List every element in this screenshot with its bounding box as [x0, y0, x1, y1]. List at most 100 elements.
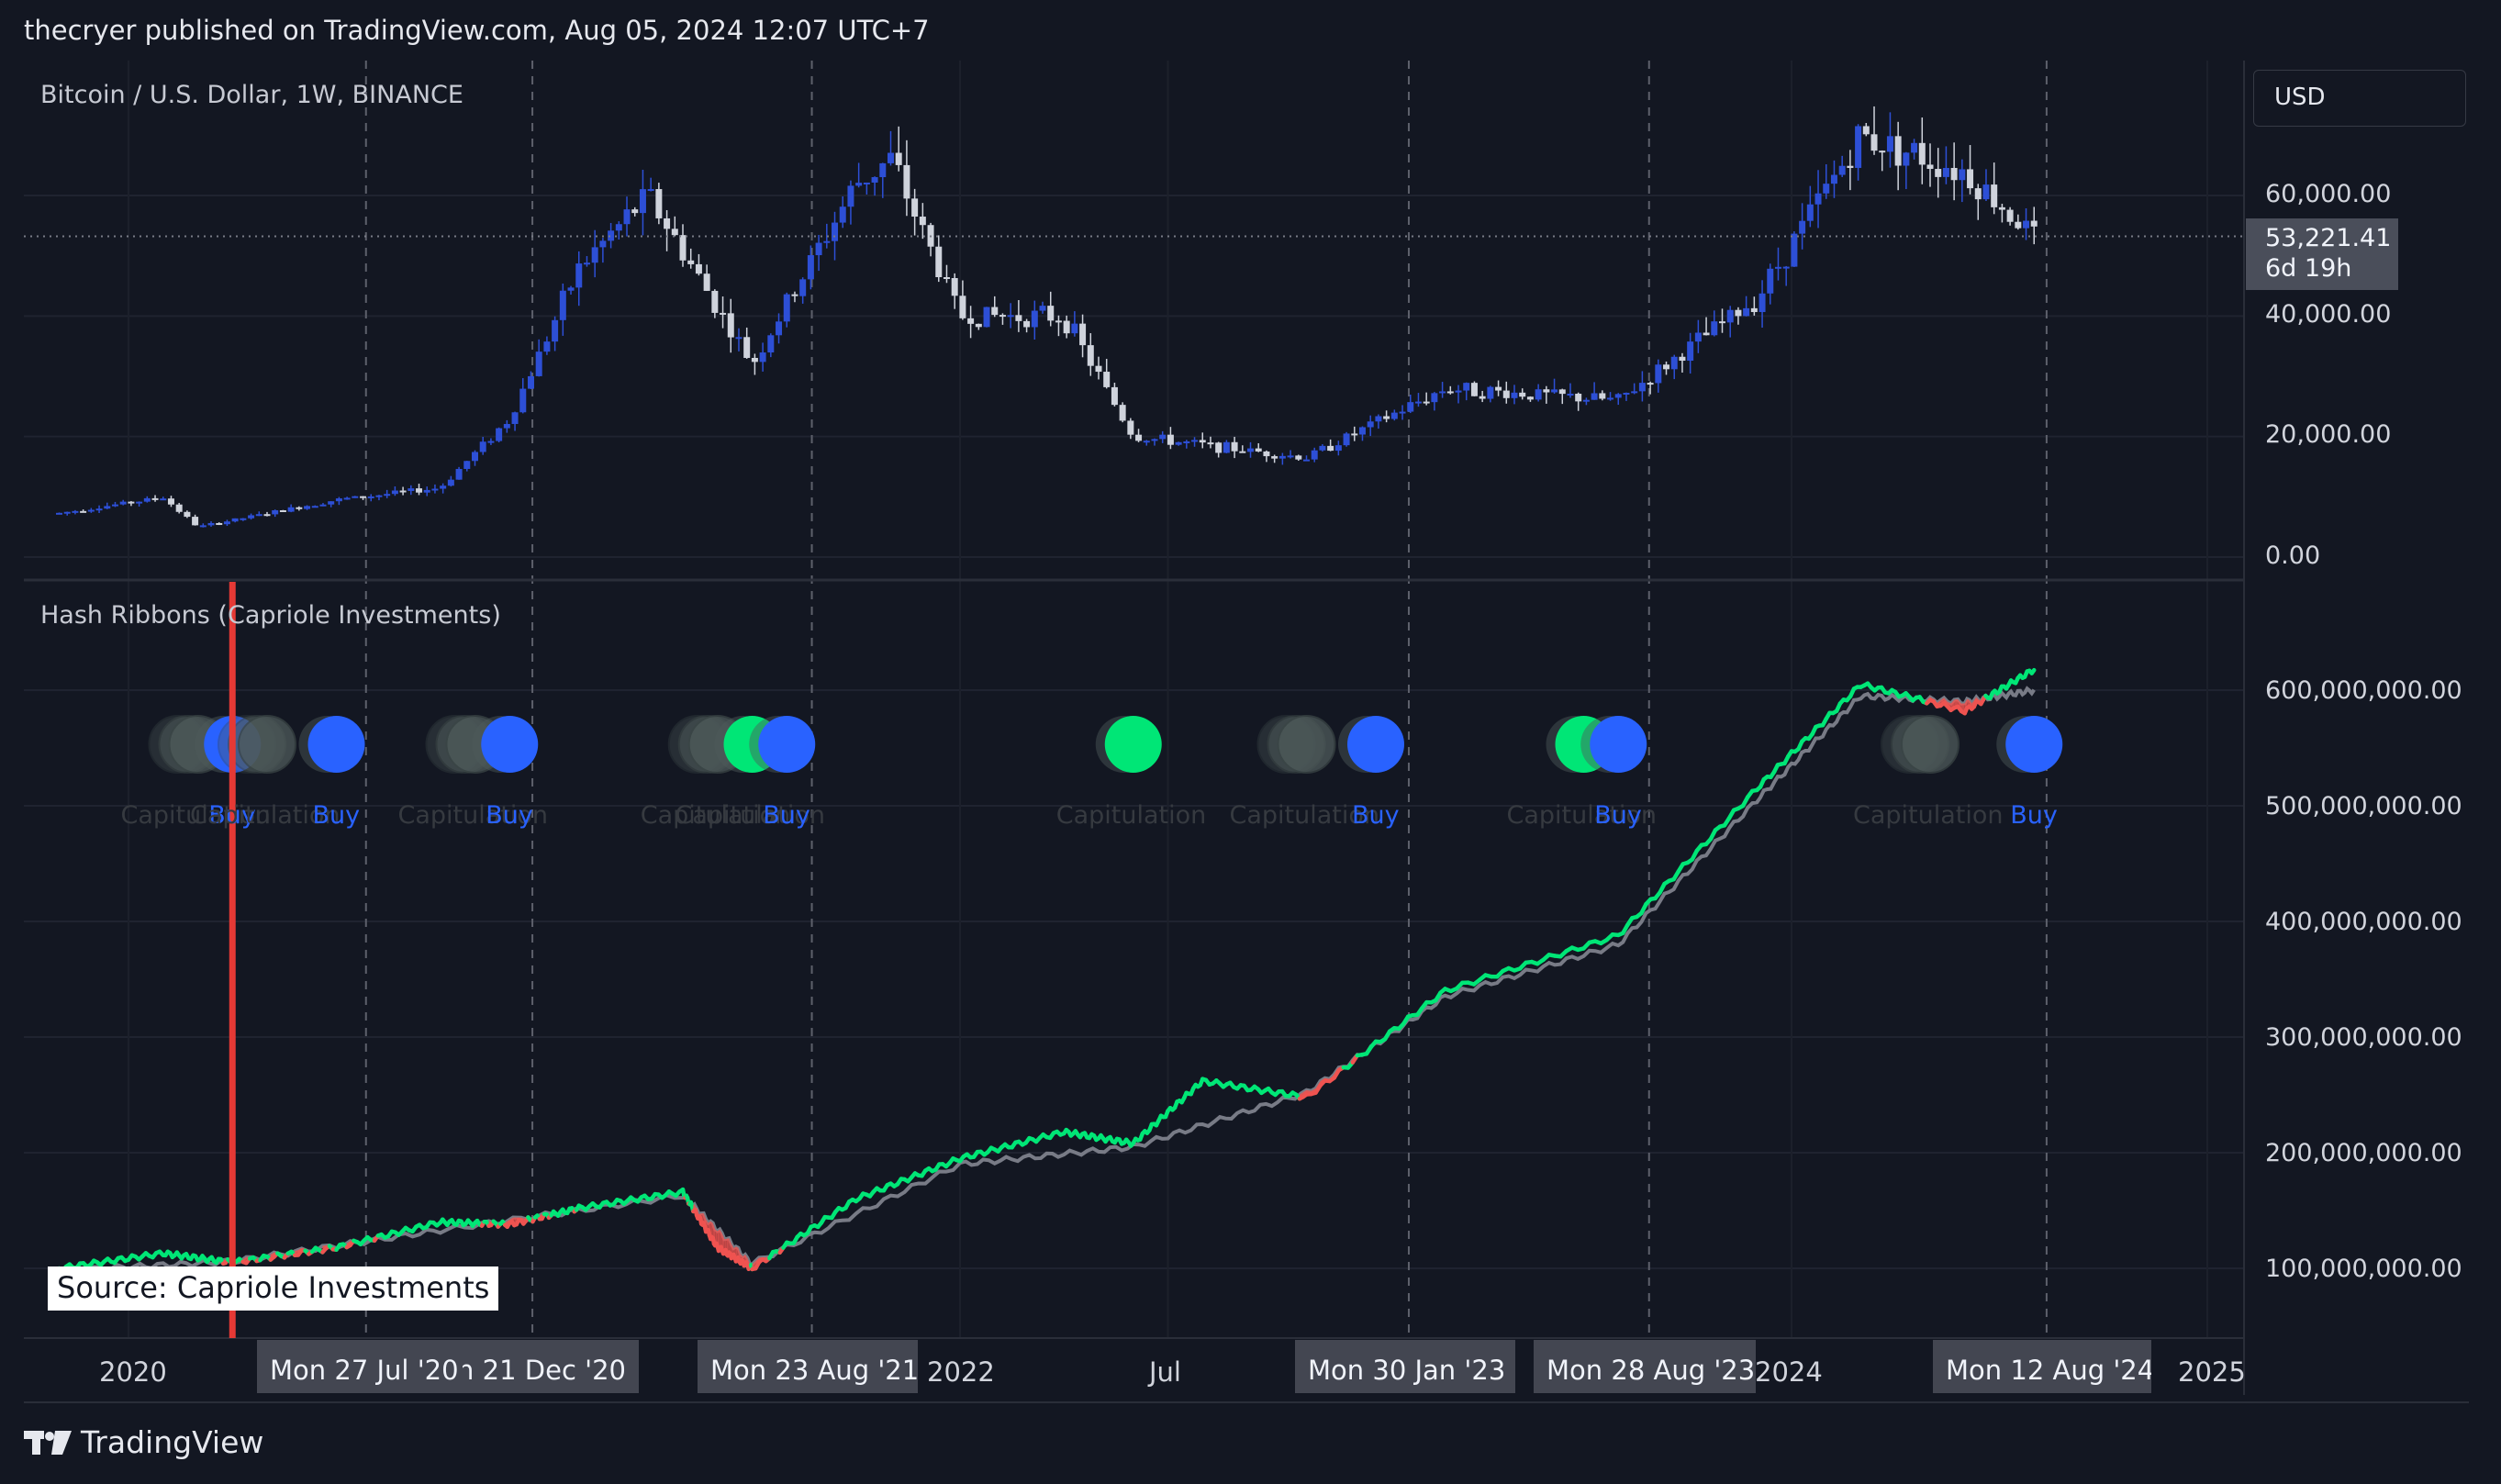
candle-body	[1823, 184, 1830, 194]
candle-body	[440, 485, 447, 489]
candle-body	[583, 262, 590, 265]
indicator-tick: 300,000,000.00	[2265, 1023, 2462, 1052]
date-badge-dec-20: Mon 21 Dec '20	[463, 1340, 639, 1393]
candle-body	[287, 507, 295, 512]
candle-body	[959, 296, 966, 318]
candle-body	[983, 307, 990, 328]
candle-body	[231, 518, 239, 522]
candle-body	[1431, 393, 1438, 403]
time-tick-2025: 2025	[2178, 1356, 2246, 1388]
candle-body	[1215, 442, 1223, 453]
capitulation-label: Capitulation	[1229, 801, 1380, 830]
candle-body	[503, 423, 510, 429]
candle-body	[935, 246, 943, 277]
candle-body	[1031, 310, 1038, 328]
candle-body	[1127, 420, 1134, 435]
candle-body	[1607, 397, 1614, 400]
candle-body	[1670, 356, 1678, 370]
candle-body	[399, 490, 407, 493]
candle-body	[184, 511, 191, 518]
candle-body	[1502, 390, 1510, 398]
candle-body	[1151, 439, 1158, 441]
candle-body	[783, 294, 790, 322]
candle-body	[1623, 393, 1630, 396]
source-label: Source: Capriole Investments	[48, 1266, 499, 1311]
tradingview-logo[interactable]: TradingView	[24, 1424, 263, 1460]
candle-body	[1870, 134, 1878, 151]
candle-body	[1311, 450, 1318, 460]
candle-body	[1638, 383, 1646, 392]
candle-body	[575, 263, 583, 288]
candle-body	[1926, 164, 1934, 170]
candle-body	[216, 522, 223, 525]
tradingview-wordmark: TradingView	[81, 1424, 264, 1460]
candle-body	[1694, 332, 1702, 342]
candle-body	[2023, 220, 2030, 229]
candle-body	[2015, 221, 2022, 229]
date-badge-aug-24: Mon 12 Aug '24	[1933, 1340, 2151, 1393]
candle-body	[1750, 307, 1758, 313]
candle-body	[1799, 220, 1806, 234]
ribbon-fill-down	[729, 1238, 731, 1255]
candle-body	[1231, 441, 1238, 452]
candle-body	[1942, 167, 1949, 177]
candle-body	[1959, 169, 1966, 181]
capitulation-label: Capitulation	[675, 801, 826, 830]
candle-body	[799, 279, 807, 296]
candle-body	[296, 507, 303, 509]
candle-body	[599, 240, 607, 248]
candle-body	[1119, 405, 1126, 421]
candle-body	[1463, 383, 1470, 391]
candle-body	[1351, 433, 1358, 436]
candle-body	[472, 452, 478, 462]
candle-body	[1358, 427, 1366, 435]
candle-body	[1526, 396, 1534, 400]
ribbon-fill-down	[724, 1239, 726, 1251]
candle-body	[384, 494, 391, 497]
candle-body	[1143, 441, 1150, 443]
candle-body	[391, 490, 398, 495]
time-tick-2022: 2022	[927, 1356, 995, 1388]
currency-button[interactable]: USD	[2253, 70, 2466, 127]
buy-label: Buy	[208, 801, 256, 830]
candle-body	[1255, 448, 1262, 452]
candle-body	[1679, 356, 1686, 362]
candle-body	[1111, 386, 1118, 406]
candle-body	[759, 352, 766, 363]
candle-body	[1511, 392, 1518, 398]
candle-body	[543, 341, 551, 352]
candle-body	[1791, 233, 1798, 267]
candle-body	[1759, 293, 1766, 313]
candle-body	[263, 514, 271, 517]
price-candles	[56, 106, 2038, 528]
candle-body	[1935, 169, 1942, 177]
capitulation-dot	[238, 715, 296, 774]
candle-body	[743, 337, 751, 358]
candle-body	[608, 230, 615, 241]
candle-body	[1614, 394, 1622, 398]
recovery-dot	[1104, 716, 1162, 773]
candle-body	[80, 510, 87, 513]
candle-body	[823, 240, 831, 243]
candle-body	[1886, 136, 1893, 152]
time-tick-2020: 2020	[99, 1356, 167, 1388]
candle-body	[1735, 309, 1742, 317]
candle-body	[919, 217, 926, 226]
time-tick-jul: Jul	[1149, 1356, 1181, 1388]
candle-body	[615, 224, 622, 231]
candle-body	[863, 182, 870, 184]
indicator-tick: 200,000,000.00	[2265, 1139, 2462, 1167]
candle-body	[1063, 320, 1070, 334]
candle-body	[1047, 306, 1055, 321]
date-badge-aug-23: Mon 28 Aug '23	[1534, 1340, 1756, 1393]
buy-label: Buy	[2010, 801, 2058, 830]
candle-body	[1263, 451, 1270, 457]
candle-body	[647, 189, 654, 192]
candle-body	[375, 495, 383, 497]
price-tick: 40,000.00	[2265, 300, 2392, 329]
capitulation-dot	[1277, 715, 1336, 774]
candle-body	[631, 209, 639, 214]
candle-body	[1982, 184, 1990, 200]
candle-body	[496, 428, 503, 441]
